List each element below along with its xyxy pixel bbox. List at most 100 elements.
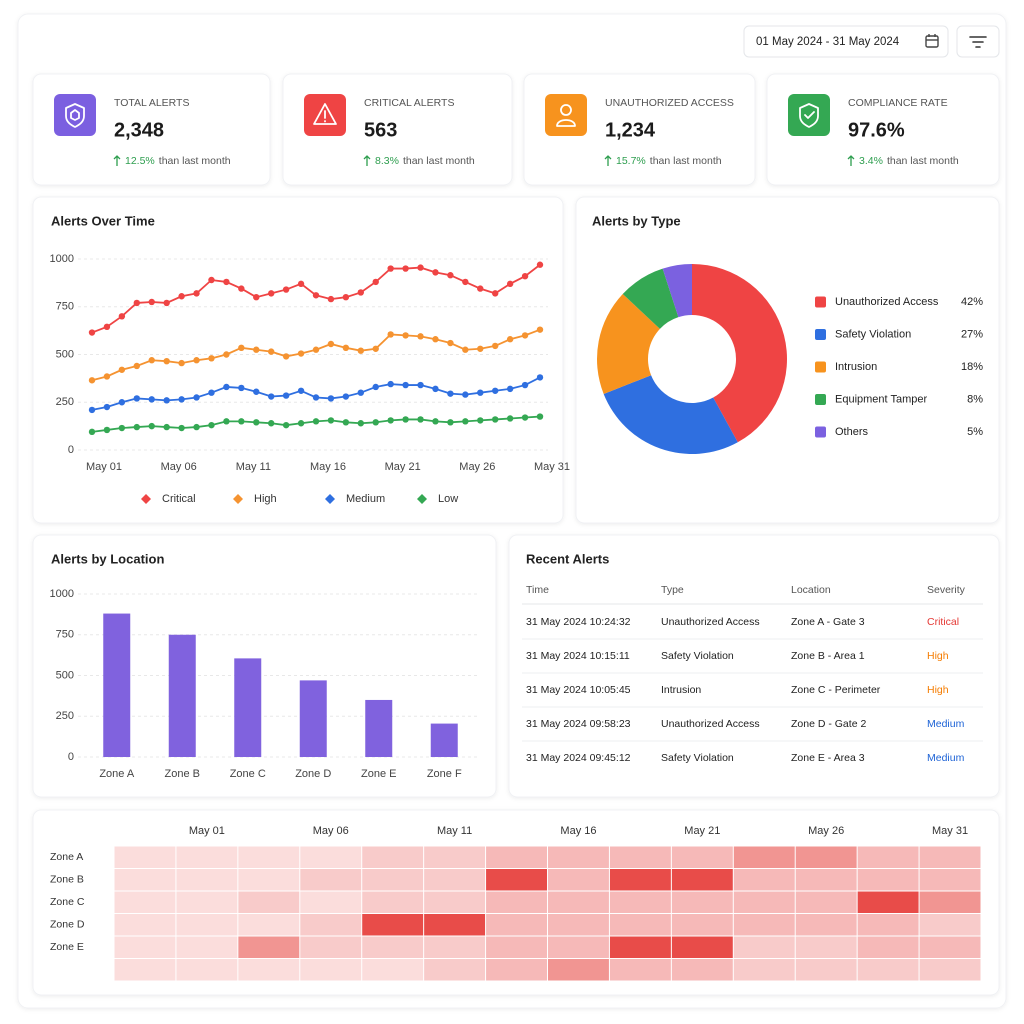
data-point xyxy=(133,395,140,402)
data-point xyxy=(118,399,126,406)
heat-cell xyxy=(176,914,238,936)
legend-swatch xyxy=(815,296,826,308)
heat-cell xyxy=(795,914,857,936)
row-label: Zone B xyxy=(50,874,84,886)
heat-cell xyxy=(733,869,795,891)
pie-slice xyxy=(622,268,679,329)
x-tick-label: May 26 xyxy=(459,461,495,473)
heat-cell xyxy=(548,936,609,958)
data-point xyxy=(103,373,111,380)
data-point xyxy=(372,345,379,352)
table-cell: 31 May 2024 09:58:23 xyxy=(526,718,631,730)
card xyxy=(32,534,497,798)
data-point xyxy=(342,419,350,426)
data-point xyxy=(268,290,275,297)
data-point xyxy=(342,393,350,400)
chart-title: Alerts by Type xyxy=(592,213,681,228)
chart-title: Alerts Over Time xyxy=(51,213,155,228)
data-point xyxy=(506,336,514,343)
up-arrow xyxy=(363,155,371,166)
table-cell: High xyxy=(927,684,949,696)
column-header: Severity xyxy=(927,584,966,596)
data-point xyxy=(432,336,439,343)
data-point xyxy=(402,416,409,423)
heat-cell xyxy=(857,959,919,981)
heat-cell xyxy=(300,936,362,958)
x-tick-label: Zone E xyxy=(361,768,396,780)
data-point xyxy=(163,299,170,307)
heat-cell xyxy=(609,914,671,936)
data-point xyxy=(148,422,155,430)
table-title: Recent Alerts xyxy=(526,551,609,566)
column-header: Type xyxy=(661,584,684,596)
heat-cell xyxy=(548,914,609,936)
data-point xyxy=(178,359,185,367)
data-point xyxy=(506,385,514,393)
x-tick-label: May 21 xyxy=(684,825,720,837)
data-point xyxy=(208,276,215,284)
data-point xyxy=(536,326,544,333)
heat-cell xyxy=(176,869,238,891)
data-point xyxy=(238,285,245,292)
data-point xyxy=(148,396,155,403)
table-cell: Critical xyxy=(927,616,959,628)
data-point xyxy=(282,421,290,429)
pie-slice xyxy=(596,293,660,394)
row-label: Zone C xyxy=(50,896,85,908)
data-point xyxy=(402,381,409,389)
data-point xyxy=(372,383,379,391)
row-label: Zone E xyxy=(50,941,84,953)
heat-cell xyxy=(424,869,486,891)
heat-cell xyxy=(114,891,176,913)
heat-cell xyxy=(609,936,671,958)
data-point xyxy=(536,261,544,268)
legend-label: Unauthorized Access xyxy=(835,296,939,308)
kpi-value: 563 xyxy=(364,119,397,141)
x-tick-label: May 16 xyxy=(560,825,596,837)
pie-slice xyxy=(662,264,692,318)
heat-cell xyxy=(671,914,733,936)
data-point xyxy=(357,289,364,296)
data-point xyxy=(521,414,529,421)
bar xyxy=(234,658,262,757)
data-point xyxy=(297,387,305,394)
heat-cell xyxy=(919,914,981,936)
up-arrow xyxy=(604,155,612,166)
heat-cell xyxy=(795,846,857,868)
heat-cell xyxy=(300,914,362,936)
date-picker[interactable] xyxy=(743,25,949,58)
table-cell: 31 May 2024 10:05:45 xyxy=(526,684,631,696)
heat-cell xyxy=(857,914,919,936)
y-tick-label: 1000 xyxy=(50,253,74,265)
heat-cell xyxy=(733,959,795,981)
table-cell: 31 May 2024 10:15:11 xyxy=(526,650,630,662)
data-point xyxy=(447,339,454,347)
data-point xyxy=(417,416,424,423)
data-point xyxy=(477,417,484,424)
x-tick-label: May 31 xyxy=(534,461,570,473)
data-point xyxy=(536,374,544,381)
heat-cell xyxy=(795,869,857,891)
heat-cell xyxy=(919,936,981,958)
y-tick-label: 500 xyxy=(56,669,74,681)
data-point xyxy=(312,346,320,353)
x-tick-label: May 31 xyxy=(932,825,968,837)
kpi-change: 8.3% than last month xyxy=(375,155,475,167)
heat-cell xyxy=(733,936,795,958)
data-point xyxy=(492,387,499,394)
data-point xyxy=(462,418,469,425)
heat-cell xyxy=(362,959,424,981)
data-point xyxy=(521,332,529,339)
data-point xyxy=(268,348,275,355)
data-point xyxy=(297,280,305,288)
heat-cell xyxy=(362,891,424,913)
data-point xyxy=(268,393,275,400)
data-point xyxy=(521,381,529,389)
data-point xyxy=(462,346,469,353)
y-tick-label: 1000 xyxy=(50,588,74,600)
x-tick-label: May 26 xyxy=(808,825,844,837)
data-point xyxy=(417,381,424,389)
data-point xyxy=(223,383,230,391)
heat-cell xyxy=(486,959,547,981)
column-header: Time xyxy=(526,584,549,596)
